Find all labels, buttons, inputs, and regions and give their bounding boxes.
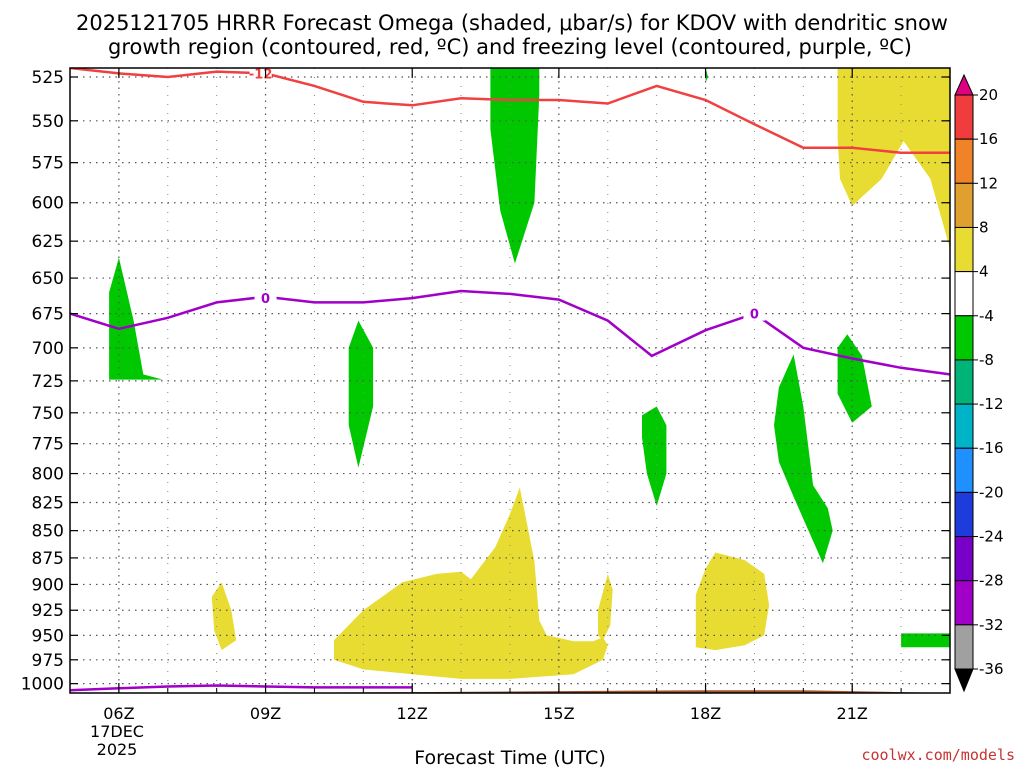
colorbar-box (954, 138, 974, 184)
date-label-line2: 2025 (97, 740, 138, 759)
colorbar-label: -16 (979, 439, 1004, 457)
colorbar-label: -32 (979, 616, 1004, 634)
colorbar-top-triangle (954, 73, 974, 96)
x-tick-label: 06Z (103, 704, 134, 723)
y-tick-label: 800 (32, 465, 64, 485)
y-tick-label: 750 (32, 404, 64, 424)
y-tick-label: 900 (32, 575, 64, 595)
x-tick-label: 09Z (250, 704, 281, 723)
x-tick-label: 12Z (397, 704, 428, 723)
colorbar-label: -20 (979, 483, 1004, 501)
contour-label-2: 0 (750, 308, 759, 323)
shaded-region-11 (901, 633, 950, 648)
y-tick-label: 850 (32, 522, 64, 542)
contour-line-2 (70, 684, 413, 692)
colorbar-box (954, 315, 974, 361)
colorbar-box (954, 359, 974, 405)
contour-line-1 (70, 289, 950, 376)
colorbar-label: 20 (979, 86, 998, 104)
y-tick-label: 650 (32, 269, 64, 289)
y-tick-label: 700 (32, 339, 64, 359)
y-tick-label: 925 (32, 601, 64, 621)
y-tick-label: 950 (32, 626, 64, 646)
plot-clip-group: -12 0 0 (70, 67, 950, 693)
colorbar-box (954, 491, 974, 538)
colorbar-label: -28 (979, 572, 1004, 590)
shaded-region-9 (774, 354, 833, 564)
y-tick-label: 675 (32, 305, 64, 325)
contour-label-bg (743, 305, 766, 321)
x-axis-title: Forecast Time (UTC) (414, 747, 605, 768)
shaded-region-6 (348, 320, 374, 468)
colorbar-box (954, 403, 974, 449)
colorbar-box (954, 182, 974, 228)
colorbar-label: 8 (979, 218, 989, 236)
colorbar-label: 16 (979, 130, 998, 148)
colorbar-box (954, 536, 974, 582)
contour-label-1: 0 (261, 292, 270, 307)
chart-title-line1: 2025121705 HRRR Forecast Omega (shaded, … (76, 11, 948, 35)
contour-label-bg (254, 290, 277, 306)
shaded-region-3 (695, 552, 770, 651)
shaded-region-0 (837, 68, 950, 249)
credit-link[interactable]: coolwx.com/models (861, 746, 1015, 764)
colorbar-label: 4 (979, 263, 989, 281)
x-tick-label: 18Z (690, 704, 721, 723)
y-tick-label: 625 (32, 232, 64, 252)
contour-label-bg (249, 68, 272, 81)
y-tick-label: 575 (32, 154, 64, 174)
colorbar-bottom-triangle (954, 668, 974, 693)
shaded-region-7 (490, 68, 540, 264)
colorbar-label: -24 (979, 528, 1004, 546)
y-tick-label: 825 (32, 494, 64, 514)
colorbar-box (954, 94, 974, 140)
y-tick-label: 525 (32, 68, 64, 88)
y-tick-label: 875 (32, 549, 64, 569)
shaded-region-4 (598, 573, 613, 641)
shaded-region-5 (109, 257, 163, 380)
plot-area: -12 0 0 (70, 67, 950, 693)
chart-title-line2: growth region (contoured, red, ºC) and f… (108, 35, 912, 59)
colorbar-box (954, 447, 974, 493)
colorbar-label: -4 (979, 307, 994, 325)
y-tick-label: 775 (32, 435, 64, 455)
x-tick-label: 21Z (837, 704, 868, 723)
colorbar-label: -36 (979, 660, 1004, 678)
y-tick-label: 550 (32, 112, 64, 132)
contour-line-0 (70, 68, 950, 155)
colorbar-label: 12 (979, 174, 998, 192)
shaded-region-2 (211, 582, 237, 651)
x-tick-label: 15Z (543, 704, 574, 723)
colorbar-label: -12 (979, 395, 1004, 413)
colorbar-box (954, 271, 974, 317)
shaded-region-8 (642, 406, 667, 506)
y-tick-label: 600 (32, 194, 64, 214)
colorbar-label: -8 (979, 351, 994, 369)
colorbar-box (954, 580, 974, 626)
date-label-line1: 17DEC (90, 722, 144, 741)
axes: 525 550 575 600 625 650 675 700 725 750 775 800 825 8… (21, 67, 951, 723)
y-tick-label: 725 (32, 372, 64, 392)
shaded-region-10 (837, 334, 872, 423)
contour-label-0: -12 (249, 67, 273, 82)
colorbar-box (954, 226, 974, 273)
shaded-region-12 (705, 68, 708, 83)
colorbar: 20 16 12 8 4 -4 -8 -12 -16 -20 -24 -28 -32 -36 (954, 73, 1004, 693)
shaded-region-1 (334, 487, 608, 679)
colorbar-box (954, 624, 974, 670)
y-tick-label: 975 (32, 651, 64, 671)
y-tick-label: 1000 (21, 675, 64, 695)
